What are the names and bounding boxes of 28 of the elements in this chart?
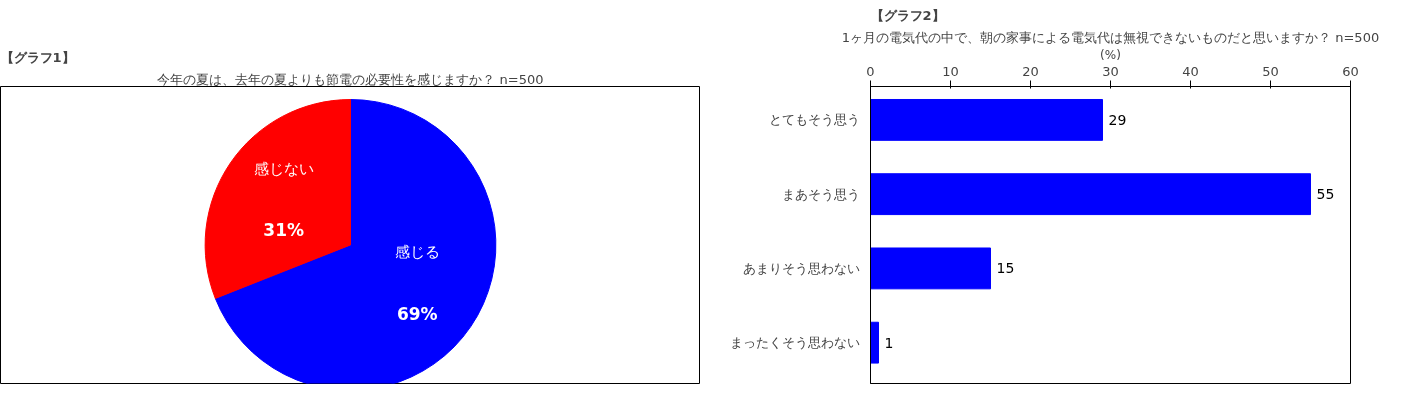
bar xyxy=(870,98,1103,141)
bar xyxy=(870,173,1311,216)
x-axis-title: (%) xyxy=(1100,47,1121,62)
x-tick-label: 20 xyxy=(1022,63,1039,79)
bar xyxy=(870,247,991,290)
x-tick-label: 40 xyxy=(1182,63,1199,79)
x-tick-label: 60 xyxy=(1342,63,1359,79)
bar xyxy=(870,321,879,364)
data-label: 31% xyxy=(263,220,305,241)
chart-subtitle: 1ヶ月の電気代の中で、朝の家事による電気代は無視できないものだと思いますか？ n=500 xyxy=(841,29,1380,45)
slice-label: 感じる xyxy=(394,242,440,261)
chart-title: 【グラフ2】 xyxy=(870,7,945,23)
data-label: 69% xyxy=(396,303,438,324)
y-tick-label: とてもそう思う xyxy=(768,112,860,128)
x-tick-label: 30 xyxy=(1102,63,1119,79)
slice-label: 感じない xyxy=(253,159,314,178)
data-label: 29 xyxy=(1108,111,1127,128)
text: 【グラフ1】 xyxy=(0,49,75,65)
x-tick-label: 50 xyxy=(1262,63,1279,79)
x-tick-label: 0 xyxy=(866,63,875,79)
x-tick-label: 10 xyxy=(942,63,959,79)
y-tick-label: あまりそう思わない xyxy=(742,260,860,276)
chart-subtitle: 今年の夏は、去年の夏よりも節電の必要性を感じますか？ n=500 xyxy=(157,71,544,87)
data-label: 15 xyxy=(996,260,1015,277)
data-label: 55 xyxy=(1316,186,1335,203)
y-tick-label: まあそう思う xyxy=(781,186,860,202)
data-label: 1 xyxy=(884,334,894,351)
y-tick-label: まったくそう思わない xyxy=(729,335,860,351)
